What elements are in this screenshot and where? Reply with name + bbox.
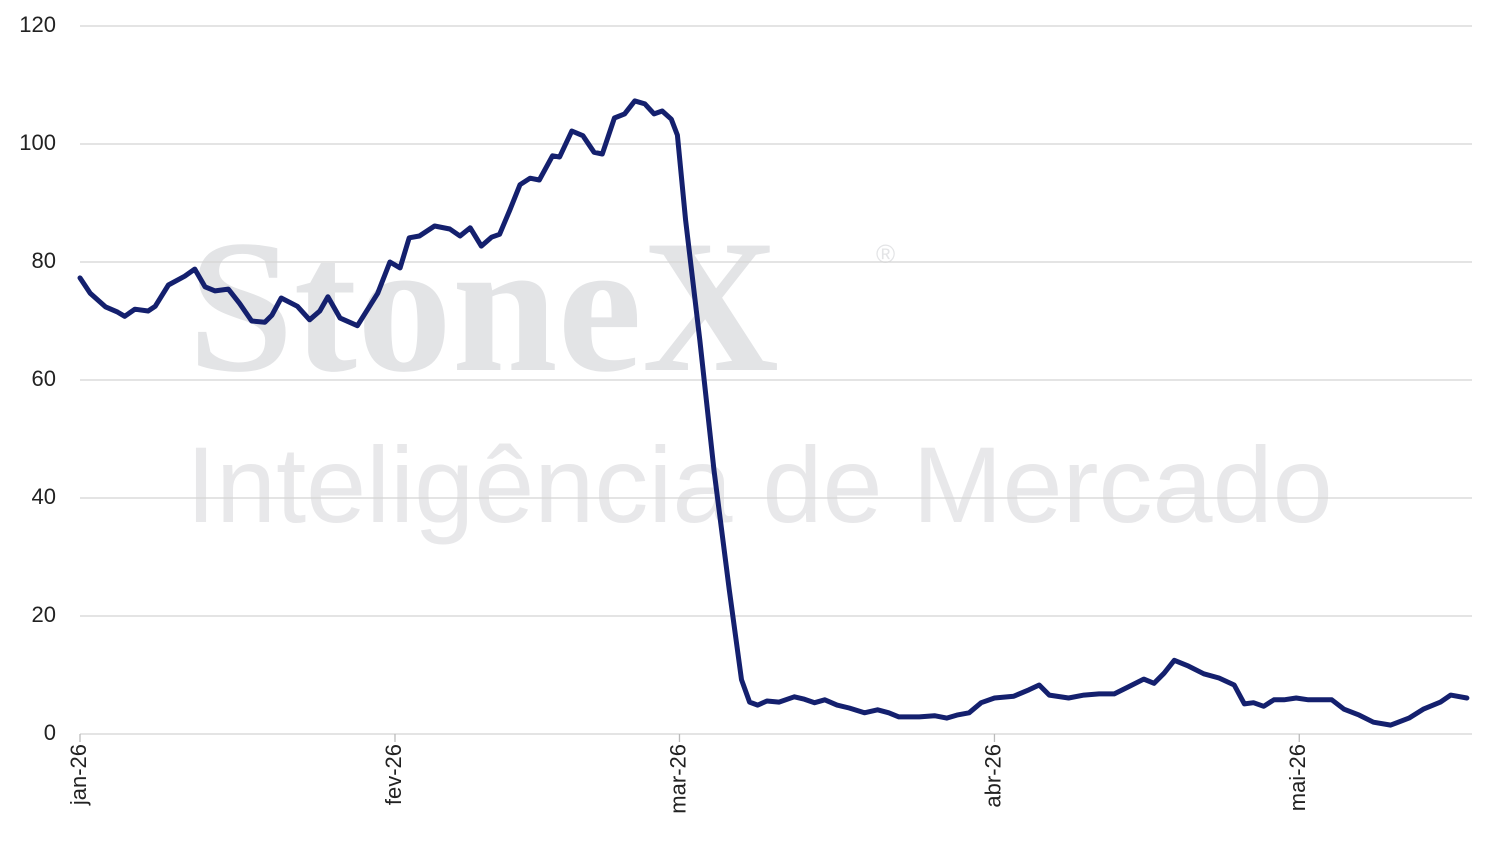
y-tick-label: 100 (19, 130, 56, 155)
y-tick-label: 0 (44, 720, 56, 745)
watermark-tagline: Inteligência de Mercado (186, 424, 1333, 545)
x-tick-label: mai-26 (1285, 744, 1310, 811)
x-tick-label: fev-26 (381, 744, 406, 805)
y-tick-label: 120 (19, 12, 56, 37)
y-tick-label: 20 (32, 602, 56, 627)
x-tick-label: abr-26 (980, 744, 1005, 808)
watermark-brand: StoneX (188, 202, 779, 412)
watermark-mark: ® (876, 239, 895, 269)
x-tick-label: jan-26 (66, 744, 91, 806)
x-tick-label: mar-26 (665, 744, 690, 814)
data-line (77, 98, 1470, 728)
y-tick-label: 40 (32, 484, 56, 509)
y-tick-label: 80 (32, 248, 56, 273)
y-tick-label: 60 (32, 366, 56, 391)
